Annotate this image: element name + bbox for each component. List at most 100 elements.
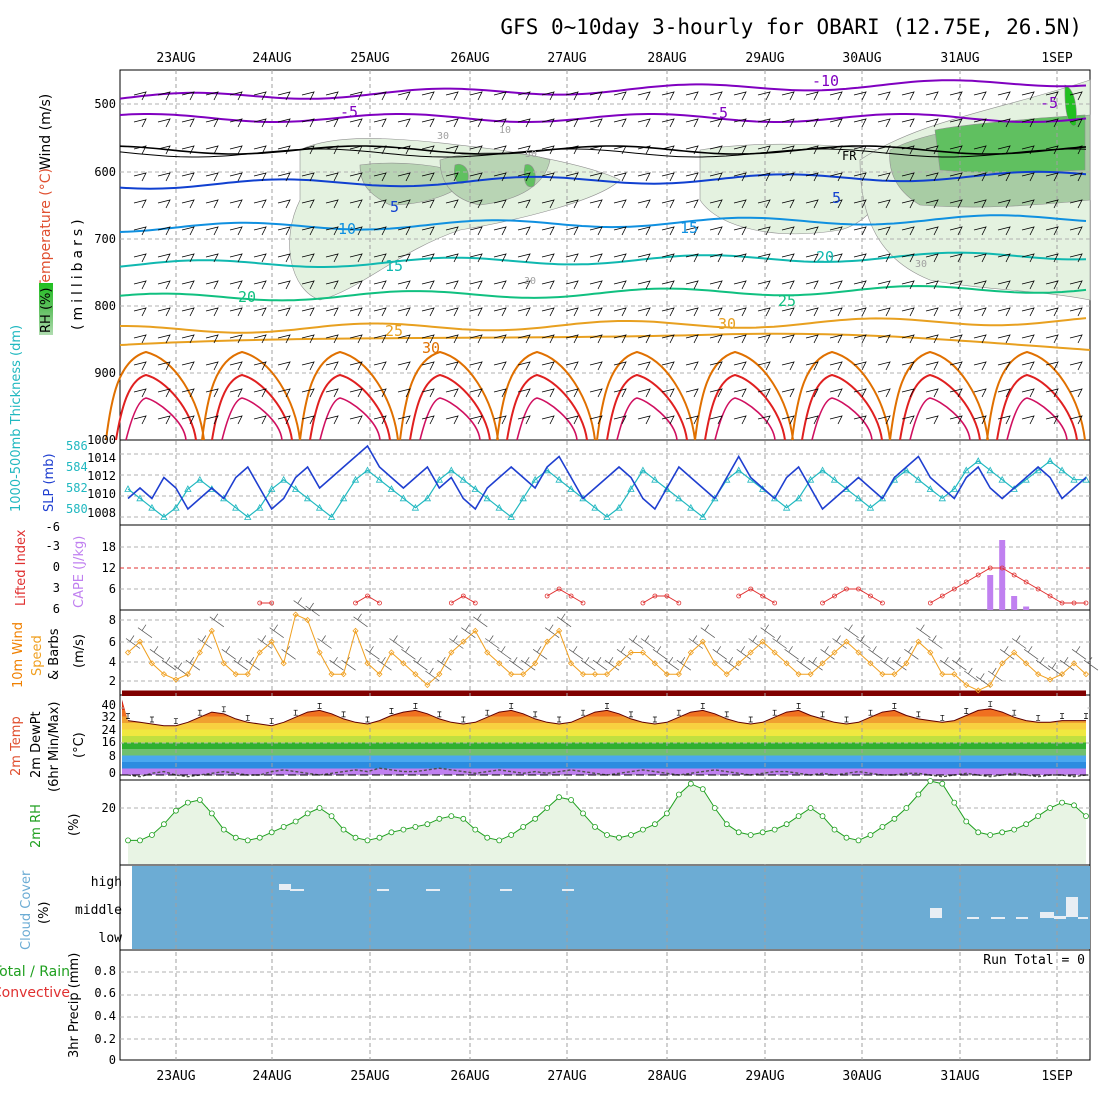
wind-barb xyxy=(925,91,939,101)
surface-isotherm xyxy=(694,350,794,441)
isotherm-line xyxy=(119,284,1087,302)
pressure-tick: 800 xyxy=(94,299,116,313)
wind10m-point xyxy=(579,671,587,678)
wind-barb xyxy=(325,415,339,425)
slp-point xyxy=(603,513,611,520)
wind-barb xyxy=(637,145,651,155)
wind-barb xyxy=(1021,91,1035,101)
slp-point xyxy=(974,457,982,464)
wind-barb xyxy=(1045,388,1059,398)
wind-barb xyxy=(181,307,195,317)
minmax-marker xyxy=(485,709,490,716)
wind-barb xyxy=(685,172,699,182)
wind-barb xyxy=(1069,388,1083,398)
wind-barb xyxy=(1045,307,1059,317)
slp-point xyxy=(519,494,527,502)
wind-barb xyxy=(685,226,699,236)
wind-barb xyxy=(325,145,339,155)
dewpoint-line xyxy=(127,767,1087,778)
wind10m-barb xyxy=(808,656,823,671)
wind-barb xyxy=(613,226,627,236)
wind10m-barb xyxy=(329,656,344,671)
wind-barb xyxy=(349,199,363,209)
rh-point xyxy=(448,813,455,819)
wind-barb xyxy=(445,280,459,290)
wind-barb xyxy=(709,415,723,425)
wind-barb xyxy=(829,334,843,344)
wind-barb xyxy=(973,199,987,209)
wind-barb xyxy=(877,253,891,263)
rh-point xyxy=(616,834,622,841)
cape-bar xyxy=(999,540,1006,610)
rh-point xyxy=(364,837,371,844)
wind-barb xyxy=(493,415,507,425)
wind10m-point xyxy=(1035,671,1042,678)
wind10m-barb xyxy=(856,635,871,649)
wind-barb xyxy=(853,172,867,182)
wind-barb xyxy=(397,415,411,425)
wind10m-barb xyxy=(485,635,500,649)
wind-barb xyxy=(253,388,267,398)
wind-barb xyxy=(829,253,843,263)
wind-barb xyxy=(709,226,723,236)
wind-barb xyxy=(349,226,363,236)
wind-barb xyxy=(469,361,483,371)
wind-barb xyxy=(421,280,435,290)
wind10m-point xyxy=(352,627,359,634)
rh-point xyxy=(400,826,407,833)
isotherm-label: -5 xyxy=(1040,94,1058,112)
temp-color-band xyxy=(122,716,1086,723)
slp-point xyxy=(136,494,144,502)
wind-barb xyxy=(181,118,195,128)
cloud-background xyxy=(132,866,1090,949)
rh-label: 30 xyxy=(915,259,927,270)
wind-barb xyxy=(829,361,843,371)
rh-label: 30 xyxy=(524,276,536,287)
temp-color-band xyxy=(122,755,1086,762)
run-total: Run Total = 0 xyxy=(983,953,1085,968)
slp-point xyxy=(902,466,911,474)
wind10m-barb xyxy=(1059,656,1075,671)
wind-barb xyxy=(421,334,435,344)
wind-barb xyxy=(613,415,627,425)
wind-barb xyxy=(397,199,411,209)
wind-barb xyxy=(853,388,867,398)
slp-point xyxy=(1046,457,1054,464)
surface-isotherm xyxy=(125,397,187,441)
wind10m-barb xyxy=(233,656,248,671)
wind-barb xyxy=(229,388,243,398)
wind10m-barb xyxy=(161,656,177,671)
rh-point xyxy=(843,834,850,841)
wind-barb xyxy=(301,226,315,236)
wind-barb xyxy=(805,280,819,290)
temp-color-band xyxy=(122,749,1086,756)
wind-barb xyxy=(637,388,651,398)
wind-barb xyxy=(517,361,531,371)
ylabel-temperature: Temperature (°C) xyxy=(38,168,54,290)
li-point xyxy=(365,593,370,599)
wind-barb xyxy=(733,415,747,425)
rh-point xyxy=(807,805,814,811)
wind-barb xyxy=(445,307,459,317)
wind10m-point xyxy=(172,676,179,683)
rh-shading-area xyxy=(454,163,469,184)
ylabel-cloud: Cloud Cover xyxy=(19,870,34,950)
slp-point xyxy=(962,466,970,474)
minmax-marker xyxy=(1060,713,1065,719)
wind-barb xyxy=(805,199,819,209)
minmax-marker xyxy=(844,716,849,723)
wind10m-point xyxy=(268,638,275,645)
wind-barb xyxy=(349,253,363,263)
isotherm-line xyxy=(119,145,1087,155)
slp-point xyxy=(256,503,264,511)
wind-barb xyxy=(925,253,939,263)
wind10m-point xyxy=(1023,660,1030,667)
wind-barb xyxy=(949,361,963,371)
wind-barb xyxy=(301,361,315,371)
slp-point xyxy=(435,475,444,483)
wind-barb xyxy=(229,361,243,371)
li-point xyxy=(927,600,933,606)
wind10m-point xyxy=(783,660,790,667)
wind-barb xyxy=(517,172,531,182)
wind-barb xyxy=(565,307,579,317)
